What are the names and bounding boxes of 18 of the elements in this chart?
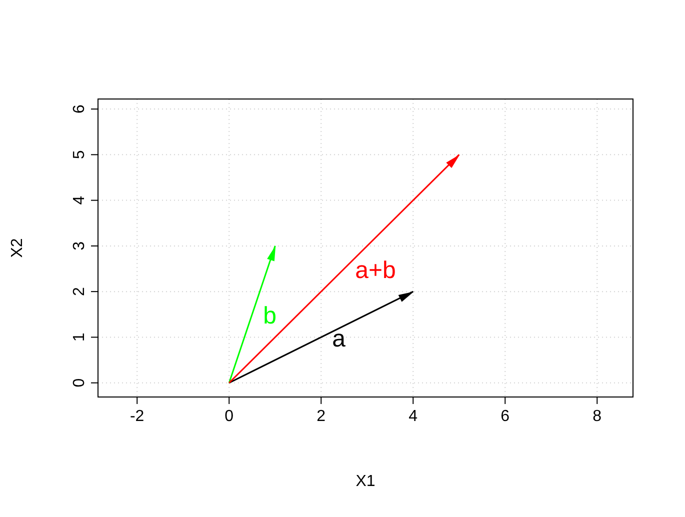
y-tick-label: 6 — [71, 104, 88, 114]
y-tick-label: 4 — [71, 196, 88, 205]
y-axis-title: X2 — [9, 238, 26, 258]
y-tick-label: 3 — [71, 241, 88, 250]
y-tick-label: 5 — [71, 150, 88, 160]
x-tick-label: -2 — [130, 408, 144, 425]
series-label: a+b — [355, 257, 396, 284]
x-tick-label: 4 — [408, 408, 418, 425]
series-label: b — [263, 302, 276, 330]
x-tick-label: 0 — [224, 408, 234, 425]
y-tick-label: 2 — [71, 287, 88, 296]
series-label: a — [332, 326, 346, 353]
x-axis-title: X1 — [356, 473, 376, 490]
x-tick-label: 6 — [500, 408, 510, 425]
y-tick-label: 1 — [71, 332, 88, 342]
x-tick-label: 8 — [592, 408, 602, 425]
y-tick-label: 0 — [71, 378, 88, 388]
x-tick-label: 2 — [316, 408, 326, 425]
